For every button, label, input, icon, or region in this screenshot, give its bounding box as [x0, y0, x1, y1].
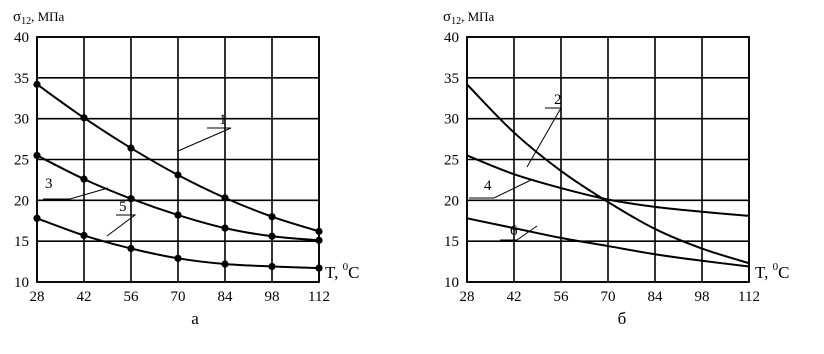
x-tick-label: 84 — [218, 289, 234, 305]
y-axis-label: σ12, МПа — [13, 9, 65, 27]
x-tick-label: 112 — [308, 289, 330, 305]
series-leader-3 — [43, 187, 109, 200]
x-tick-label: 56 — [124, 289, 140, 305]
x-tick-label: 84 — [648, 289, 664, 305]
data-point — [127, 144, 135, 152]
series-label-4: 4 — [484, 178, 492, 194]
y-tick-label: 20 — [444, 193, 459, 209]
data-point — [127, 244, 135, 253]
data-point — [33, 214, 41, 222]
data-point — [80, 175, 88, 183]
plot-frame — [466, 36, 750, 283]
y-tick-label: 20 — [14, 193, 29, 209]
data-point — [174, 211, 182, 219]
series-leader-5 — [106, 214, 137, 237]
y-axis-label: σ12, МПа — [443, 9, 495, 27]
series-leader-1 — [177, 127, 232, 152]
x-axis-label: T, 0C — [755, 261, 789, 282]
panel-label: б — [618, 309, 627, 328]
data-point — [315, 227, 323, 235]
panel-label: а — [191, 309, 199, 328]
series-label-5: 5 — [119, 199, 127, 215]
series-line-6 — [466, 217, 750, 268]
x-tick-label: 98 — [695, 289, 710, 305]
series-line-2 — [466, 83, 750, 265]
x-tick-label: 28 — [460, 289, 475, 305]
data-point — [268, 232, 276, 240]
y-tick-label: 15 — [14, 234, 29, 250]
x-tick-label: 28 — [30, 289, 45, 305]
data-point — [268, 262, 276, 271]
y-tick-label: 30 — [14, 112, 29, 128]
series-line-4 — [466, 154, 750, 217]
y-tick-label: 10 — [444, 275, 459, 291]
plot-frame — [36, 36, 320, 283]
series-leader-6 — [500, 225, 538, 241]
y-tick-label: 40 — [14, 30, 29, 46]
x-tick-label: 56 — [554, 289, 570, 305]
y-tick-label: 25 — [444, 153, 459, 169]
y-tick-label: 25 — [14, 153, 29, 169]
data-point — [33, 151, 41, 160]
series-label-6: 6 — [510, 223, 518, 239]
y-tick-label: 35 — [444, 71, 459, 87]
data-point — [315, 236, 323, 244]
x-tick-label: 70 — [171, 289, 186, 305]
series-label-3: 3 — [45, 176, 53, 192]
data-point — [80, 231, 88, 240]
x-axis-label: T, 0C — [325, 261, 359, 282]
series-leader-2 — [526, 107, 562, 168]
data-point — [221, 224, 229, 232]
data-point — [174, 254, 182, 262]
x-tick-label: 42 — [77, 289, 92, 305]
y-tick-label: 10 — [14, 275, 29, 291]
x-tick-label: 70 — [601, 289, 616, 305]
data-point — [127, 195, 135, 203]
data-point — [315, 264, 323, 272]
data-point — [174, 171, 182, 179]
data-point — [268, 213, 276, 221]
x-tick-label: 98 — [265, 289, 280, 305]
x-tick-label: 112 — [738, 289, 760, 305]
data-point — [221, 260, 229, 268]
data-point — [80, 114, 88, 122]
series-label-2: 2 — [554, 92, 562, 108]
y-tick-label: 15 — [444, 234, 459, 250]
y-tick-label: 35 — [14, 71, 29, 87]
series-leader-4 — [469, 179, 532, 199]
series-label-1: 1 — [219, 112, 227, 128]
y-tick-label: 40 — [444, 30, 459, 46]
x-tick-label: 42 — [507, 289, 522, 305]
data-point — [33, 80, 41, 88]
y-tick-label: 30 — [444, 112, 459, 128]
data-point — [221, 194, 229, 202]
